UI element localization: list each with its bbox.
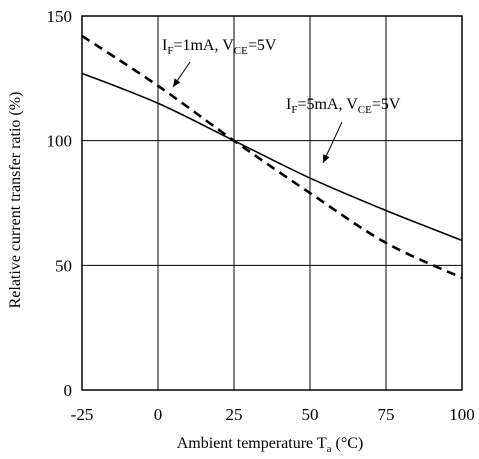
x-tick-label: 0 [154,405,163,424]
x-tick-label: 25 [226,405,243,424]
grid [82,16,462,390]
y-tick-label: 150 [47,7,73,26]
annotation-arrowhead [173,78,181,87]
annotations: IF=1mA, VCE=5V IF=5mA, VCE=5V [162,37,401,164]
x-tick-label: 100 [449,405,475,424]
x-tick-label: -25 [71,405,94,424]
annotation-if-5ma: IF=5mA, VCE=5V [286,96,401,116]
y-tick-labels: 0 50 100 150 [47,7,73,400]
x-tick-label: 50 [302,405,319,424]
x-tick-label: 75 [378,405,395,424]
series-if-5ma-line [81,72,463,242]
series-group [81,34,463,279]
annotation-if-1ma: IF=1mA, VCE=5V [162,37,277,57]
x-tick-labels: -25 0 25 50 75 100 [71,405,475,424]
y-tick-label: 0 [64,381,73,400]
plot-frame [81,15,463,391]
annotation-arrowhead [323,154,330,163]
y-tick-label: 100 [47,132,73,151]
x-axis-label: Ambient temperature Ta (°C) [177,435,364,455]
y-axis-label: Relative current transfer ratio (%) [7,92,24,309]
y-tick-label: 50 [55,256,72,275]
series-if-1ma-line [81,34,463,279]
